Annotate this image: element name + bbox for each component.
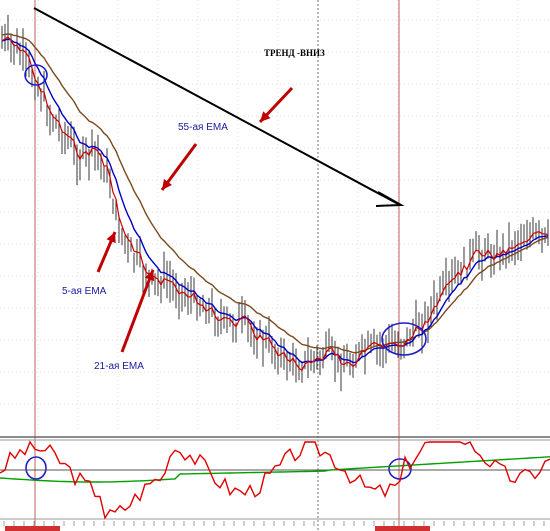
oscillator-panel [0, 436, 550, 520]
ema21-label: 21-ая EMA [94, 361, 144, 372]
ema55-line [1, 33, 549, 354]
pointer-arrows [96, 86, 294, 353]
cross-circle-bottom-left [25, 456, 47, 480]
red-arrow-head [106, 232, 116, 244]
red-arrow-head [260, 111, 271, 122]
axis-marker [375, 526, 430, 531]
trend-arrow [33, 7, 405, 207]
red-arrow-head [144, 270, 155, 282]
red-arrow [120, 269, 155, 353]
ema21-line [1, 38, 549, 364]
oscillator-fast-line [0, 440, 550, 520]
time-axis [3, 521, 545, 531]
cross-circle-top-left [24, 64, 48, 86]
ema5-line [1, 36, 549, 372]
axis-marker [5, 526, 60, 531]
cross-circle-top-right [381, 322, 427, 356]
oscillator-slow-line [0, 456, 550, 483]
red-arrow-head [162, 178, 172, 190]
ema55-label: 55-ая EMA [178, 122, 228, 133]
trend-label: ТРЕНД -ВНИЗ [264, 48, 325, 58]
ema5-label: 5-ая EMA [62, 286, 107, 297]
